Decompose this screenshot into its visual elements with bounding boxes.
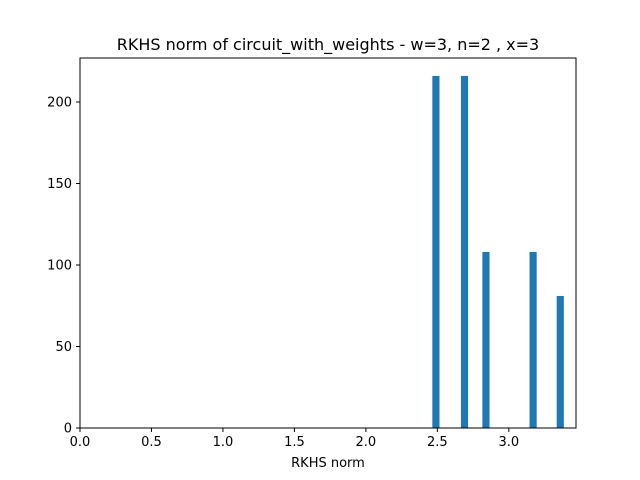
x-tick-label-4: 2.0 [356,435,377,450]
y-tick-label-0: 0 [64,422,72,437]
bar-4 [556,295,564,428]
y-tick-label-3: 150 [47,177,72,192]
y-tick-label-1: 50 [55,340,72,355]
chart-title: RKHS norm of circuit_with_weights - w=3,… [117,35,539,55]
x-tick-label-2: 1.0 [213,435,234,450]
y-axis-ticks: 0 50 100 150 200 [47,96,80,437]
x-tick-label-0: 0.0 [70,435,91,450]
x-axis-label: RKHS norm [291,456,365,471]
bars-group [432,75,564,429]
y-tick-label-2: 100 [47,259,72,274]
x-tick-label-1: 0.5 [141,435,162,450]
plot-frame [79,57,577,429]
x-tick-label-6: 3.0 [498,435,519,450]
bar-0 [432,75,440,429]
x-tick-label-3: 1.5 [284,435,305,450]
bar-2 [482,251,490,428]
x-tick-label-5: 2.5 [427,435,448,450]
y-tick-label-4: 200 [47,96,72,111]
bar-3 [529,251,537,428]
bar-1 [460,75,469,429]
x-axis-ticks: 0.0 0.5 1.0 1.5 2.0 2.5 3.0 [70,428,519,450]
